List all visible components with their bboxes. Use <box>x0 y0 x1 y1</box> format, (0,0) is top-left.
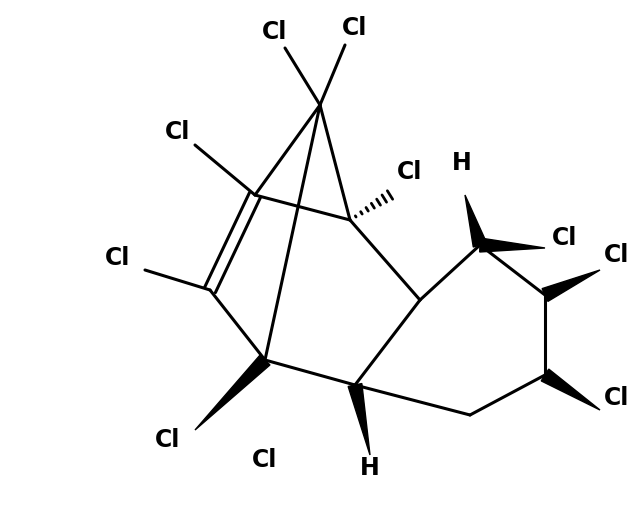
Text: Cl: Cl <box>156 428 180 452</box>
Text: Cl: Cl <box>552 226 578 250</box>
Text: Cl: Cl <box>252 448 278 472</box>
Text: Cl: Cl <box>604 243 630 267</box>
Text: Cl: Cl <box>342 16 368 40</box>
Polygon shape <box>348 383 370 455</box>
Text: Cl: Cl <box>262 20 288 44</box>
Polygon shape <box>479 238 545 252</box>
Text: Cl: Cl <box>604 386 630 410</box>
Text: H: H <box>360 456 380 480</box>
Polygon shape <box>195 355 270 430</box>
Polygon shape <box>465 195 486 247</box>
Polygon shape <box>541 369 600 410</box>
Text: Cl: Cl <box>106 246 131 270</box>
Text: H: H <box>452 151 472 175</box>
Polygon shape <box>542 270 600 301</box>
Text: Cl: Cl <box>397 160 422 184</box>
Text: Cl: Cl <box>165 120 191 144</box>
